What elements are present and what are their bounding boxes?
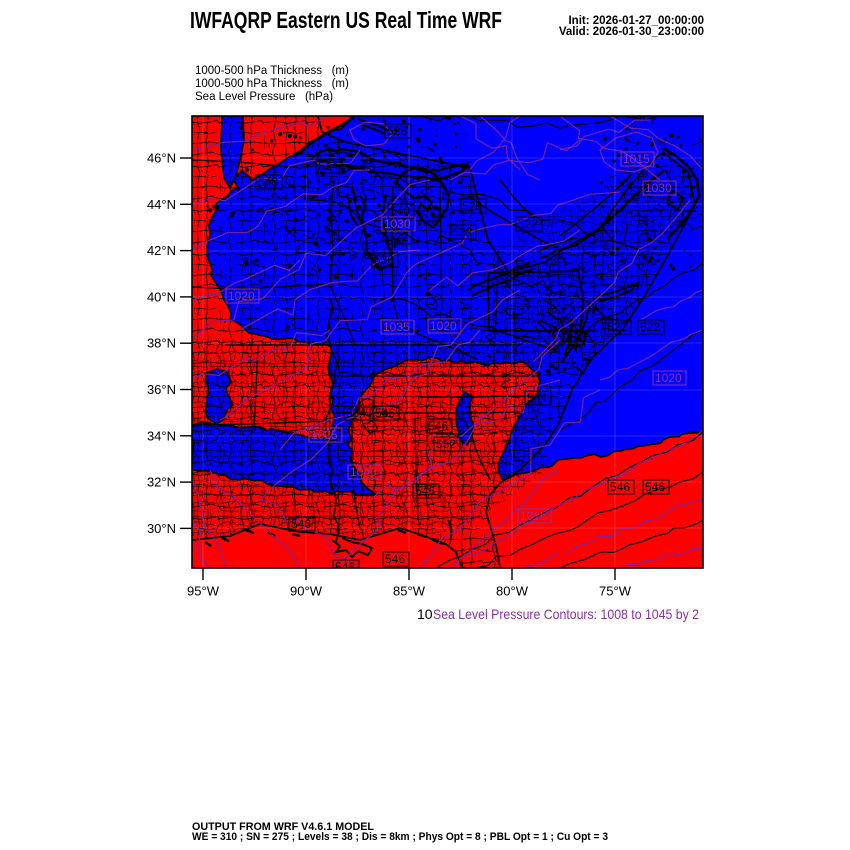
svg-text:42°N: 42°N	[147, 243, 176, 258]
svg-text:532: 532	[452, 225, 472, 239]
svg-text:1020: 1020	[228, 289, 255, 303]
svg-text:1015: 1015	[520, 509, 547, 523]
svg-text:75°W: 75°W	[599, 584, 632, 599]
svg-text:540: 540	[258, 175, 278, 189]
svg-text:522: 522	[640, 320, 660, 334]
svg-text:1020: 1020	[655, 371, 682, 385]
svg-text:1040: 1040	[350, 465, 377, 479]
svg-text:Valid: 2026-01-30_23:00:00: Valid: 2026-01-30_23:00:00	[559, 26, 704, 38]
svg-text:38°N: 38°N	[147, 336, 176, 351]
svg-text:540: 540	[390, 204, 410, 218]
svg-text:1030: 1030	[645, 181, 672, 195]
svg-text:546: 546	[335, 560, 355, 574]
svg-text:46°N: 46°N	[147, 151, 176, 166]
svg-text:10: 10	[417, 606, 433, 622]
svg-text:530: 530	[374, 253, 394, 267]
svg-text:30°N: 30°N	[147, 521, 176, 536]
svg-text:95°W: 95°W	[187, 584, 220, 599]
svg-text:34°N: 34°N	[147, 428, 176, 443]
svg-text:36°N: 36°N	[147, 382, 176, 397]
svg-text:Sea Level Pressure Contours: 1: Sea Level Pressure Contours: 1008 to 104…	[433, 606, 699, 622]
svg-text:90°W: 90°W	[290, 584, 323, 599]
svg-text:552: 552	[436, 437, 456, 451]
svg-text:534: 534	[346, 406, 366, 420]
svg-text:546: 546	[291, 517, 311, 531]
svg-text:584: 584	[527, 391, 547, 405]
svg-text:85°W: 85°W	[393, 584, 426, 599]
svg-text:1020: 1020	[430, 319, 457, 333]
svg-text:546: 546	[645, 480, 665, 494]
svg-text:522: 522	[388, 230, 408, 244]
svg-text:546: 546	[375, 406, 395, 420]
svg-text:32°N: 32°N	[147, 475, 176, 490]
svg-text:514: 514	[318, 159, 338, 173]
svg-text:1000-500 hPa Thickness (m): 1000-500 hPa Thickness (m)	[195, 65, 349, 77]
svg-text:546: 546	[610, 480, 630, 494]
svg-text:80°W: 80°W	[496, 584, 529, 599]
svg-text:546: 546	[385, 552, 405, 566]
svg-text:WE = 310 ; SN = 275 ; Levels =: WE = 310 ; SN = 275 ; Levels = 38 ; Dis …	[192, 831, 608, 843]
svg-text:546: 546	[415, 484, 435, 498]
svg-text:528: 528	[387, 124, 407, 138]
svg-text:528: 528	[462, 199, 482, 213]
svg-text:Sea Level Pressure (hPa): Sea Level Pressure (hPa)	[195, 91, 333, 103]
svg-text:1015: 1015	[623, 152, 650, 166]
svg-text:40°N: 40°N	[147, 289, 176, 304]
svg-text:OUTPUT FROM WRF V4.6.1 MODEL: OUTPUT FROM WRF V4.6.1 MODEL	[192, 821, 374, 833]
svg-text:522: 522	[518, 217, 538, 231]
svg-text:1035: 1035	[383, 320, 410, 334]
svg-text:Init: 2026-01-27_00:00:00: Init: 2026-01-27_00:00:00	[568, 15, 704, 27]
svg-text:IWFAQRP Eastern US Real Time W: IWFAQRP Eastern US Real Time WRF	[190, 7, 502, 33]
svg-text:1030: 1030	[384, 217, 411, 231]
svg-text:1000-500 hPa Thickness (m): 1000-500 hPa Thickness (m)	[195, 78, 349, 90]
svg-text:1025: 1025	[311, 428, 338, 442]
svg-text:546: 546	[428, 419, 448, 433]
svg-text:44°N: 44°N	[147, 197, 176, 212]
svg-text:522: 522	[607, 320, 627, 334]
